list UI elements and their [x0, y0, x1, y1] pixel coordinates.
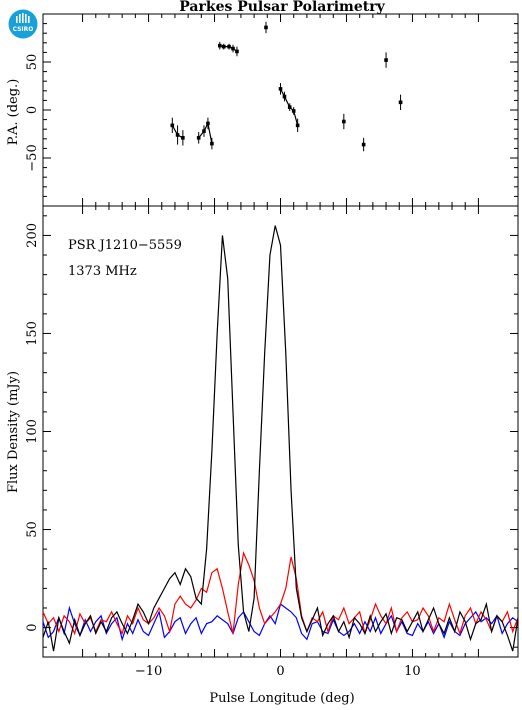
pa-y-tick-label: 0	[25, 106, 40, 114]
pa-point	[210, 141, 214, 146]
linear-polarization-line	[42, 551, 519, 636]
pa-point	[170, 123, 175, 128]
pa-connector	[198, 121, 213, 144]
pa-point	[231, 46, 235, 51]
pa-point	[218, 43, 222, 48]
pa-point	[384, 58, 388, 62]
pa-point	[175, 133, 180, 137]
pa-point	[196, 136, 201, 140]
pa-point	[264, 25, 268, 30]
figure-title: Parkes Pulsar Polarimetry	[179, 0, 385, 15]
flux-y-axis-label: Flux Density (mJy)	[6, 371, 21, 493]
logo-text: CSIRO	[13, 26, 34, 33]
csiro-logo: CSIRO	[8, 9, 38, 39]
flux-y-tick-label: 50	[25, 521, 40, 538]
flux-y-tick-label: 100	[25, 419, 40, 444]
pa-point	[227, 44, 231, 49]
flux-axis-ticks: 0 50 100 150 200 −10 0 10	[25, 206, 518, 679]
circular-polarization-line	[42, 603, 519, 642]
pa-point	[291, 109, 296, 113]
flux-series-lines	[42, 225, 519, 652]
pa-point	[282, 94, 287, 99]
flux-y-tick-label: 200	[25, 223, 40, 248]
pa-axis-ticks: −50 0 50	[25, 13, 518, 207]
pa-point	[202, 129, 206, 133]
pa-plot-frame	[42, 13, 519, 207]
pa-point	[278, 87, 283, 91]
pa-point	[398, 100, 403, 105]
pa-point	[342, 119, 346, 124]
pa-data-points	[170, 21, 403, 152]
pa-y-axis-label: P.A. (deg.)	[6, 79, 21, 146]
x-tick-label: −10	[135, 664, 162, 679]
flux-y-tick-label: 0	[25, 623, 40, 631]
pa-point	[361, 142, 366, 147]
pa-point	[206, 121, 210, 126]
pa-point	[295, 123, 300, 128]
pa-point	[235, 49, 239, 54]
x-tick-label: 0	[276, 664, 284, 679]
pa-point	[221, 44, 226, 49]
frequency-annotation: 1373 MHz	[68, 264, 137, 279]
pa-y-tick-label: −50	[25, 144, 40, 171]
pa-point	[287, 105, 292, 109]
pa-y-tick-label: 50	[25, 54, 40, 71]
x-axis-label: Pulse Longitude (deg)	[209, 691, 354, 706]
pulsar-name-annotation: PSR J1210−5559	[68, 238, 182, 253]
pa-point	[181, 136, 185, 140]
x-tick-label: 10	[404, 664, 421, 679]
flux-y-tick-label: 150	[25, 321, 40, 346]
total-intensity-line	[42, 225, 519, 652]
